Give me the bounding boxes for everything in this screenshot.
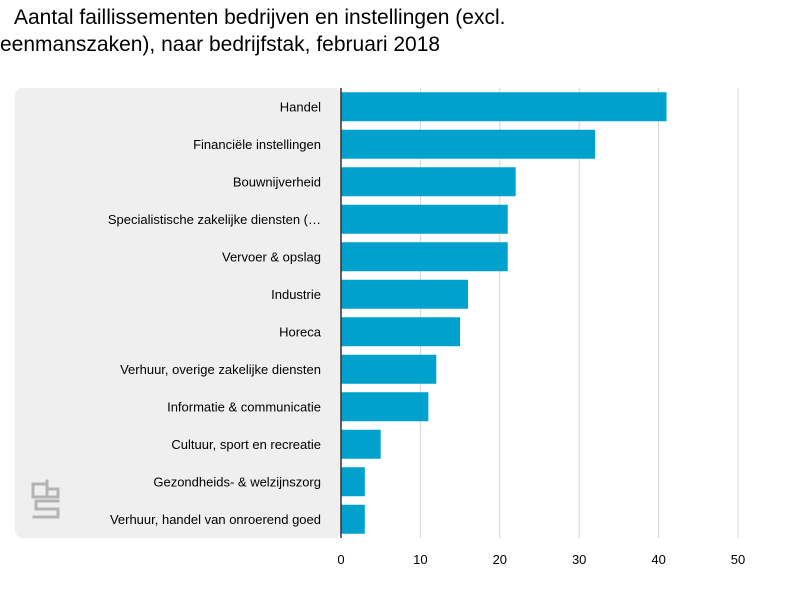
bar: [341, 242, 508, 272]
bar: [341, 354, 437, 384]
x-tick-label: 20: [493, 552, 507, 567]
x-tick-label: 0: [337, 552, 344, 567]
gridlines: [419, 88, 739, 538]
chart-title: Aantal faillissementen bedrijven en inst…: [0, 6, 506, 56]
category-label: Verhuur, overige zakelijke diensten: [120, 362, 321, 377]
x-tick-label: 30: [572, 552, 586, 567]
x-tick-label: 10: [413, 552, 427, 567]
category-labels: Handel Financiële instellingen Bouwnijverh…: [108, 99, 322, 527]
cbs-logo-icon: [31, 479, 60, 519]
bar: [341, 504, 365, 534]
category-label: Verhuur, handel van onroerend goed: [110, 512, 321, 527]
category-label: Informatie & communicatie: [167, 399, 321, 414]
category-label-panel: [15, 88, 342, 538]
bar: [341, 317, 461, 347]
bar: [341, 467, 365, 497]
bar: [341, 204, 508, 234]
x-tick-labels: 0 10 20 30 40 50: [337, 552, 745, 567]
category-label: Handel: [280, 99, 321, 114]
category-label: Vervoer & opslag: [222, 249, 321, 264]
x-tick-label: 50: [731, 552, 745, 567]
category-label: Specialistische zakelijke diensten (…: [108, 212, 321, 227]
bars: [341, 92, 667, 534]
bar: [341, 392, 429, 422]
bar: [341, 167, 516, 197]
category-label: Gezondheids- & welzijnszorg: [153, 474, 321, 489]
bar: [341, 279, 469, 309]
x-tick-label: 40: [651, 552, 665, 567]
bar: [341, 429, 381, 459]
category-label: Bouwnijverheid: [233, 174, 321, 189]
category-label: Cultuur, sport en recreatie: [171, 437, 321, 452]
category-label: Financiële instellingen: [193, 137, 321, 152]
bar: [341, 129, 596, 159]
category-label: Industrie: [271, 287, 321, 302]
category-label: Horeca: [279, 324, 322, 339]
bar: [341, 92, 667, 122]
